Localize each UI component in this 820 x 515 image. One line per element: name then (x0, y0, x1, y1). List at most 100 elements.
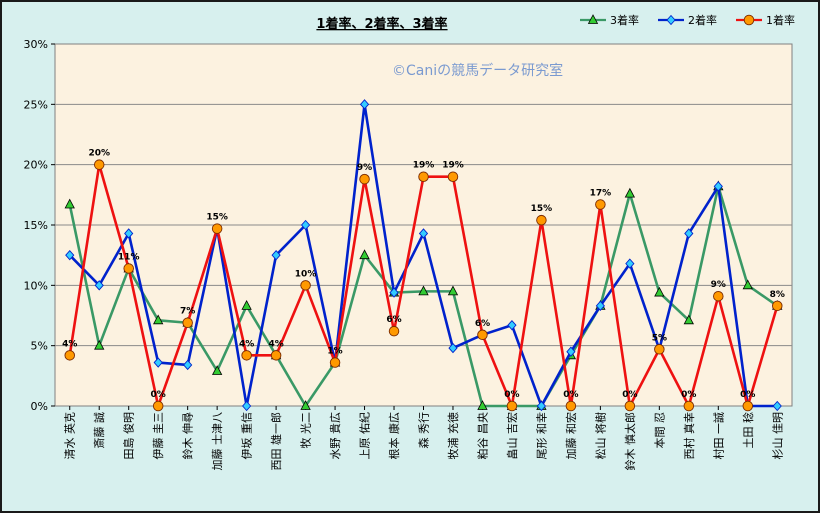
y-tick-label: 15% (24, 219, 48, 232)
point-marker (64, 350, 75, 361)
x-tick-label: 畠山 吉宏 (505, 412, 519, 460)
x-tick-label: 牧浦 充徳 (446, 412, 460, 460)
point-marker (123, 263, 134, 274)
series-layer (64, 99, 783, 412)
point-marker (684, 228, 694, 239)
point-marker (359, 99, 370, 110)
point-marker (94, 280, 104, 291)
x-tick-label: 水野 貴広 (328, 412, 342, 460)
data-label: 4% (62, 339, 77, 349)
x-tick-label: 土田 稔 (741, 412, 755, 449)
point-marker (182, 317, 193, 328)
data-labels: 4% 20% 11% 0% 7% 15% 4% 4% 10% 1% 9% 6% 19% 19% 6% 0% 15… (62, 149, 785, 400)
x-tick-label: 西田 雄一郎 (269, 412, 283, 471)
point-marker (624, 400, 636, 412)
data-label: 9% (357, 163, 372, 173)
point-marker (595, 199, 606, 210)
data-label: 0% (622, 390, 637, 400)
data-label: 0% (681, 390, 696, 400)
y-tick-label: 25% (24, 98, 48, 111)
x-tick-label: 伊藤 圭三 (152, 412, 165, 460)
data-label: 15% (531, 204, 553, 214)
point-marker (211, 223, 223, 234)
point-marker (595, 300, 605, 312)
point-marker (270, 350, 282, 361)
point-marker (666, 14, 676, 26)
data-label: 20% (88, 149, 110, 159)
data-label: 19% (442, 161, 464, 171)
point-marker (300, 400, 311, 410)
point-marker (241, 299, 252, 310)
data-label: 0% (151, 390, 166, 400)
x-tick-label: 伊坂 重信 (240, 412, 254, 460)
data-label: 5% (652, 333, 667, 343)
data-label: 6% (386, 315, 401, 325)
point-marker (447, 171, 459, 182)
data-label: 8% (770, 290, 785, 300)
point-marker (94, 339, 105, 350)
point-marker (654, 344, 665, 355)
data-label: 7% (180, 307, 195, 317)
point-marker (565, 400, 577, 412)
point-marker (536, 214, 547, 226)
data-label: 6% (475, 319, 490, 329)
y-tick-label: 10% (24, 279, 48, 292)
x-tick-label: 上原 佑紀 (358, 412, 372, 460)
x-tick-label: 粕谷 昌央 (475, 412, 489, 460)
x-tick-label: 牧 光二 (299, 412, 313, 449)
point-marker (507, 319, 517, 331)
point-marker (152, 400, 164, 412)
point-marker (153, 314, 164, 325)
point-marker (683, 400, 695, 412)
point-marker (772, 300, 783, 312)
x-tick-label: 清水 英克 (63, 412, 77, 460)
x-tick-label: 松山 将樹 (593, 412, 607, 460)
point-marker (713, 181, 723, 192)
point-marker (300, 219, 311, 231)
point-marker (713, 290, 724, 302)
point-marker (587, 14, 599, 24)
x-tick-label: 加藤 士津八 (211, 412, 224, 471)
point-marker (359, 249, 370, 260)
y-tick-label: 20% (24, 159, 48, 172)
x-tick-label: 西村 真幸 (682, 412, 696, 460)
point-marker (418, 228, 429, 239)
point-marker (93, 159, 105, 170)
data-label: 19% (413, 161, 435, 171)
data-label: 10% (295, 269, 317, 279)
data-label: 0% (563, 390, 578, 400)
point-marker (124, 228, 134, 239)
point-marker (447, 285, 459, 296)
point-marker (742, 279, 753, 290)
x-tick-label: 斎藤 誠 (92, 412, 106, 449)
point-marker (242, 400, 252, 412)
point-marker (388, 325, 400, 337)
point-marker (477, 400, 488, 410)
y-tick-label: 5% (31, 340, 48, 353)
point-marker (153, 357, 163, 368)
legend-item: 1着率 (736, 13, 795, 27)
x-tick-label: 鈴木 慎太郎 (623, 412, 637, 471)
x-tick-label: 田島 俊明 (122, 412, 136, 460)
chart-title: 1着率、2着率、3着率 (316, 16, 447, 32)
legend-label: 2着率 (688, 13, 717, 27)
point-marker (300, 280, 311, 291)
data-label: 17% (590, 188, 612, 198)
point-marker (448, 342, 458, 354)
y-tick-label: 30% (24, 38, 48, 51)
data-label: 11% (118, 252, 140, 262)
legend-label: 1着率 (766, 13, 795, 27)
data-label: 1% (327, 347, 342, 357)
point-marker (389, 287, 399, 298)
x-tick-label: 本間 忍 (652, 412, 666, 449)
x-tick-label: 加藤 和宏 (564, 412, 578, 460)
x-tick-label: 尾形 和幸 (535, 412, 548, 460)
legend-label: 3着率 (610, 13, 639, 27)
legend-item: 2着率 (658, 13, 717, 27)
point-marker (271, 249, 281, 261)
point-marker (506, 400, 518, 412)
point-marker (183, 359, 193, 371)
point-marker (625, 258, 635, 269)
